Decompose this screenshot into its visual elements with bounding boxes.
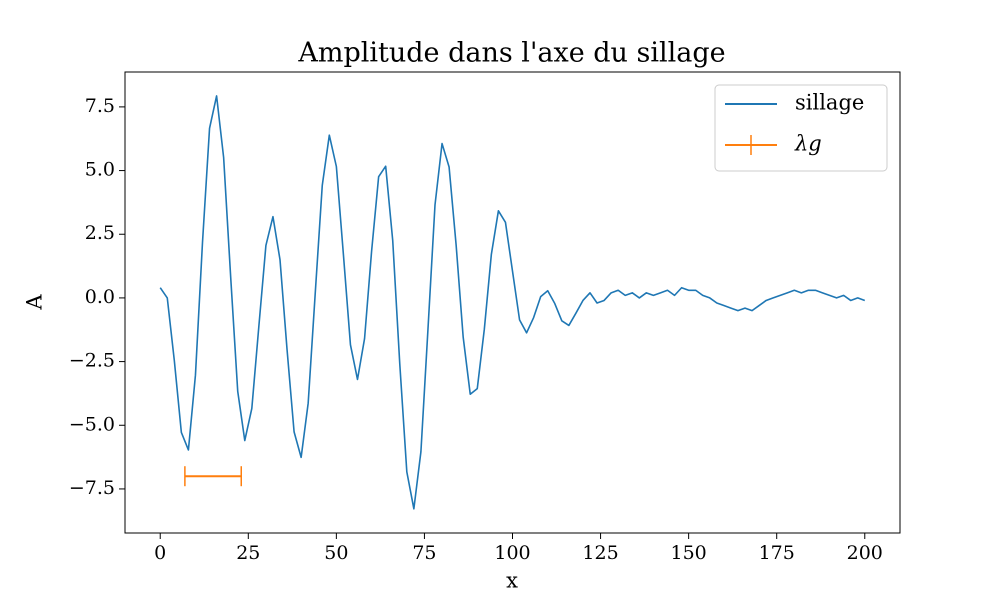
x-tick-label: 175 <box>759 542 795 564</box>
x-tick-label: 0 <box>154 542 166 564</box>
x-tick-label: 25 <box>236 542 260 564</box>
legend: sillage λg <box>714 84 888 172</box>
x-tick-label: 200 <box>847 542 883 564</box>
legend-label: λg <box>794 132 822 156</box>
error-bar <box>184 466 242 487</box>
x-tick-label: 100 <box>494 542 530 564</box>
data-line <box>159 95 866 510</box>
plot-frame <box>124 71 901 534</box>
x-axis-label: x <box>506 569 518 593</box>
y-tick-label: −2.5 <box>69 350 115 372</box>
x-tick-label: 50 <box>324 542 348 564</box>
y-tick-label: 2.5 <box>85 222 115 244</box>
y-tick-label: 5.0 <box>85 159 115 181</box>
y-tick-label: −7.5 <box>69 477 115 499</box>
x-tick-label: 150 <box>671 542 707 564</box>
y-tick-label: 0.0 <box>85 286 115 308</box>
chart-title: Amplitude dans l'axe du sillage <box>297 38 725 69</box>
x-tick-label: 75 <box>412 542 436 564</box>
y-axis-label: A <box>23 294 47 311</box>
y-tick-label: −5.0 <box>69 413 115 435</box>
legend-label: sillage <box>795 91 864 115</box>
x-tick-label: 125 <box>582 542 618 564</box>
y-tick-label: 7.5 <box>85 95 115 117</box>
legend-box <box>714 84 888 172</box>
